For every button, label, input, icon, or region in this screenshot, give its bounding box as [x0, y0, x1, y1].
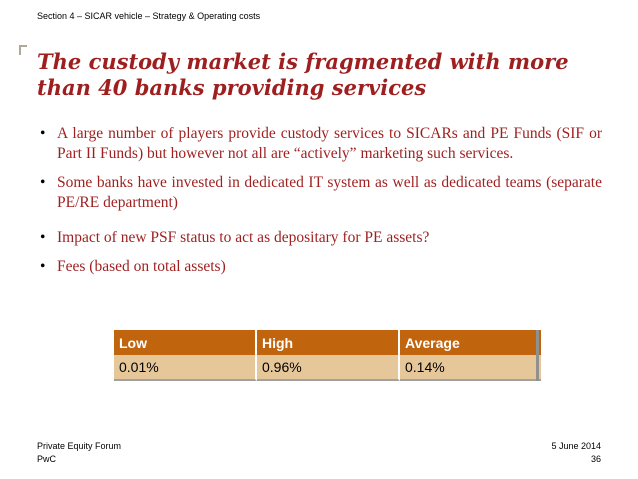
fees-table: Low High Average 0.01% 0.96% 0.14%: [114, 330, 541, 381]
fees-header-low: Low: [114, 330, 257, 355]
footer-page-number: 36: [590, 454, 601, 464]
slide-title: The custody market is fragmented with mo…: [37, 49, 569, 100]
bullet-list: • A large number of players provide cust…: [40, 124, 602, 286]
bullet-marker: •: [40, 229, 46, 246]
footer-left: Private Equity Forum PwC: [37, 440, 121, 466]
fees-table-header-row: Low High Average: [114, 330, 541, 355]
bullet-item: • A large number of players provide cust…: [40, 124, 602, 164]
fees-cell-average: 0.14%: [400, 355, 541, 381]
corner-mark-horizontal: [19, 45, 27, 47]
fees-cell-low: 0.01%: [114, 355, 257, 381]
bullet-text: A large number of players provide custod…: [57, 125, 602, 162]
table-row: 0.01% 0.96% 0.14%: [114, 355, 541, 381]
fees-header-high: High: [257, 330, 400, 355]
footer-organization: Private Equity Forum: [37, 441, 122, 451]
bullet-item: • Some banks have invested in dedicated …: [40, 173, 602, 213]
fees-header-average: Average: [400, 330, 541, 355]
bullet-text: Fees (based on total assets): [57, 258, 226, 275]
corner-mark-vertical: [19, 45, 21, 55]
bullet-marker: •: [40, 125, 46, 142]
footer-company: PwC: [37, 454, 57, 464]
footer-date: 5 June 2014: [551, 441, 601, 451]
bullet-marker: •: [40, 258, 46, 275]
table-shadow: [536, 330, 539, 381]
bullet-item: • Impact of new PSF status to act as dep…: [40, 228, 602, 248]
fees-cell-high: 0.96%: [257, 355, 400, 381]
bullet-text: Impact of new PSF status to act as depos…: [57, 229, 430, 246]
bullet-text: Some banks have invested in dedicated IT…: [57, 174, 602, 211]
bullet-item: • Fees (based on total assets): [40, 257, 602, 277]
section-label: Section 4 – SICAR vehicle – Strategy & O…: [37, 11, 261, 21]
footer-right: 5 June 2014 36: [551, 440, 601, 466]
bullet-marker: •: [40, 174, 46, 191]
